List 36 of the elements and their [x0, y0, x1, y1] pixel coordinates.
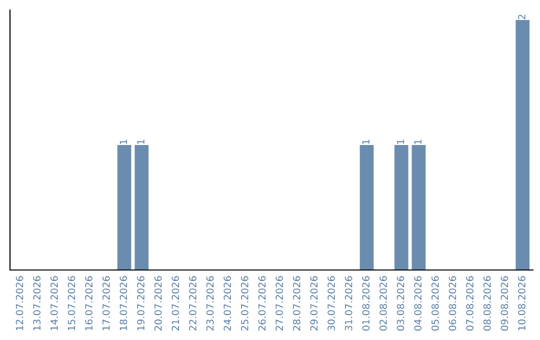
x-tick-label: 31.07.2026 — [344, 276, 352, 330]
x-tick-label: 12.07.2026 — [16, 276, 24, 330]
x-tick-label: 24.07.2026 — [224, 276, 232, 331]
x-tick-label: 19.07.2026 — [137, 276, 144, 330]
x-tick-label: 18.07.2026 — [120, 276, 128, 330]
x-tick-label: 27.07.2026 — [276, 276, 283, 331]
x-tick-label: 22.07.2026 — [189, 276, 196, 331]
x-tick-label: 20.07.2026 — [154, 276, 162, 331]
x-tick-label: 25.07.2026 — [240, 276, 248, 331]
x-tick-label: 16.07.2026 — [85, 276, 92, 330]
x-tick-label: 15.07.2026 — [68, 276, 76, 330]
x-tick-label: 09.08.2026 — [500, 276, 508, 331]
x-tick-label: 04.08.2026 — [414, 276, 422, 331]
x-tick-label: 06.08.2026 — [448, 276, 456, 331]
data-label: 1 — [120, 140, 127, 144]
x-tick-label: 08.08.2026 — [483, 276, 491, 331]
x-tick-label: 01.08.2026 — [362, 276, 370, 331]
x-tick-label: 10.08.2026 — [518, 276, 526, 330]
x-tick-label: 21.07.2026 — [172, 276, 180, 331]
x-tick-label: 07.08.2026 — [466, 276, 474, 331]
x-tick-label: 13.07.2026 — [33, 276, 41, 330]
x-tick-label: 26.07.2026 — [258, 276, 266, 331]
data-label: 1 — [362, 140, 370, 144]
x-tick-label: 30.07.2026 — [328, 276, 335, 330]
x-tick-label: 28.07.2026 — [292, 276, 300, 331]
x-tick-label: 05.08.2026 — [431, 276, 439, 331]
x-tick-label: 23.07.2026 — [206, 276, 214, 331]
x-tick-label: 02.08.2026 — [380, 276, 387, 331]
x-tick-label: 14.07.2026 — [50, 276, 58, 330]
x-tick-label: 29.07.2026 — [310, 276, 318, 331]
data-label: 1 — [396, 140, 404, 144]
x-tick-label: 17.07.2026 — [102, 276, 110, 330]
data-label: 2 — [518, 14, 526, 20]
data-label: 1 — [137, 140, 144, 144]
data-label: 1 — [414, 140, 422, 144]
x-tick-label: 03.08.2026 — [396, 276, 404, 331]
